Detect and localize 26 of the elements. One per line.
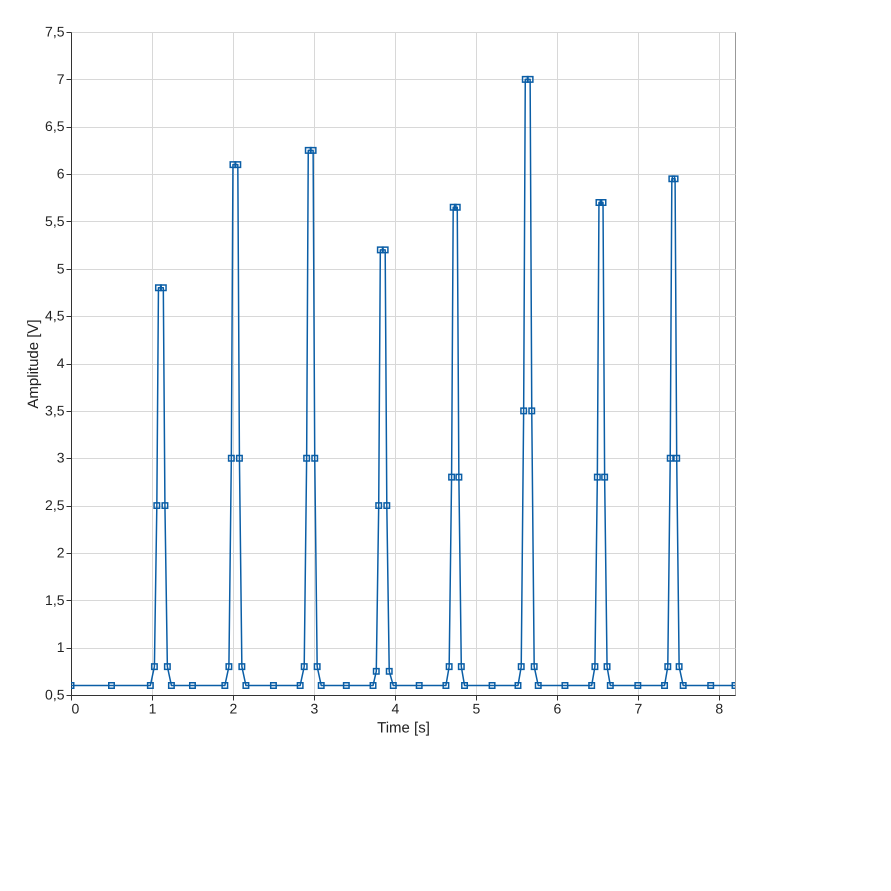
x-tick-label: 1: [148, 700, 157, 716]
y-axis-title: Amplitude [V]: [25, 319, 42, 409]
x-tick-label: 0: [72, 700, 80, 716]
x-tick-label: 5: [472, 700, 480, 716]
y-tick-label: 1: [56, 639, 65, 656]
y-tick-label: 3: [56, 450, 65, 466]
y-tick-label: 7: [56, 70, 65, 87]
y-tick-label: 4,5: [45, 308, 65, 324]
x-axis-title: Time [s]: [377, 720, 430, 736]
x-tick-label: 8: [715, 700, 724, 716]
y-tick-label: 4: [56, 355, 65, 371]
y-tick-label: 0,5: [45, 686, 65, 702]
x-tick-label: 7: [634, 700, 642, 716]
x-tick-label: 4: [392, 700, 400, 716]
x-tick-label: 3: [310, 700, 319, 716]
y-tick-label: 1,5: [45, 592, 65, 608]
y-tick-label: 6: [56, 166, 65, 182]
y-tick-label: 5,5: [45, 212, 65, 229]
x-tick-label: 2: [230, 700, 238, 716]
y-tick-label: 6,5: [45, 118, 65, 134]
y-tick-label: 3,5: [45, 402, 65, 418]
y-tick-label: 5: [56, 260, 65, 276]
y-tick-label: 2,5: [45, 497, 65, 514]
y-tick-label: 2: [56, 544, 65, 560]
y-tick-label: 7,5: [45, 24, 65, 40]
x-tick-label: 6: [553, 700, 562, 716]
